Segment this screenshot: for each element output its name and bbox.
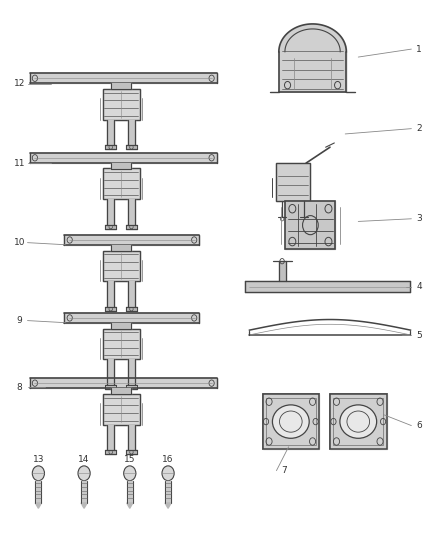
Text: 13: 13 xyxy=(33,455,44,464)
Polygon shape xyxy=(81,503,87,508)
Circle shape xyxy=(78,466,90,481)
Text: 3: 3 xyxy=(417,214,422,223)
Polygon shape xyxy=(165,503,171,508)
Text: 14: 14 xyxy=(78,455,90,464)
Bar xyxy=(102,394,140,424)
Text: 6: 6 xyxy=(417,421,422,430)
Circle shape xyxy=(32,466,45,481)
Text: 5: 5 xyxy=(417,331,422,340)
Text: 12: 12 xyxy=(14,79,25,88)
Text: 15: 15 xyxy=(124,455,135,464)
Bar xyxy=(276,163,311,201)
Bar xyxy=(262,394,319,449)
Text: 16: 16 xyxy=(162,455,174,464)
Bar xyxy=(266,398,316,445)
Text: 10: 10 xyxy=(14,238,25,247)
Bar xyxy=(333,398,383,445)
Text: 8: 8 xyxy=(17,383,22,392)
Text: 4: 4 xyxy=(417,282,422,291)
Polygon shape xyxy=(127,503,133,508)
Bar xyxy=(262,394,319,449)
Text: 1: 1 xyxy=(417,45,422,54)
Text: 2: 2 xyxy=(417,124,422,133)
Bar xyxy=(330,394,387,449)
Ellipse shape xyxy=(272,405,309,438)
Bar xyxy=(102,89,140,119)
Bar xyxy=(102,328,140,359)
Bar xyxy=(286,201,336,249)
Bar xyxy=(330,394,387,449)
Text: 9: 9 xyxy=(17,316,22,325)
Polygon shape xyxy=(35,503,42,508)
Text: 7: 7 xyxy=(281,466,287,475)
Circle shape xyxy=(162,466,174,481)
Text: 11: 11 xyxy=(14,159,25,167)
Bar xyxy=(102,251,140,281)
Circle shape xyxy=(124,466,136,481)
Bar xyxy=(102,168,140,199)
Ellipse shape xyxy=(340,405,377,438)
